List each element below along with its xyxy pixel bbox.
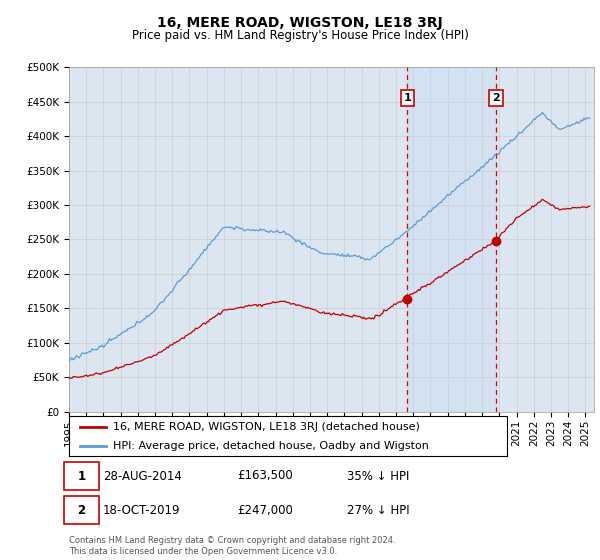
Text: 1: 1 [404, 93, 411, 103]
Text: £247,000: £247,000 [237, 504, 293, 517]
Text: 18-OCT-2019: 18-OCT-2019 [103, 504, 181, 517]
Text: 2: 2 [492, 93, 500, 103]
Text: 16, MERE ROAD, WIGSTON, LE18 3RJ (detached house): 16, MERE ROAD, WIGSTON, LE18 3RJ (detach… [113, 422, 419, 432]
Bar [407, 67, 496, 412]
Text: Price paid vs. HM Land Registry's House Price Index (HPI): Price paid vs. HM Land Registry's House … [131, 29, 469, 42]
Text: HPI: Average price, detached house, Oadby and Wigston: HPI: Average price, detached house, Oadb… [113, 441, 428, 451]
Text: 2: 2 [77, 504, 86, 517]
Text: £163,500: £163,500 [237, 469, 293, 483]
Text: 16, MERE ROAD, WIGSTON, LE18 3RJ: 16, MERE ROAD, WIGSTON, LE18 3RJ [157, 16, 443, 30]
FancyBboxPatch shape [64, 462, 100, 490]
FancyBboxPatch shape [64, 496, 100, 524]
Text: 28-AUG-2014: 28-AUG-2014 [103, 469, 182, 483]
Text: Contains HM Land Registry data © Crown copyright and database right 2024.
This d: Contains HM Land Registry data © Crown c… [69, 536, 395, 556]
Text: 35% ↓ HPI: 35% ↓ HPI [347, 469, 410, 483]
Text: 27% ↓ HPI: 27% ↓ HPI [347, 504, 410, 517]
Text: 1: 1 [77, 469, 86, 483]
